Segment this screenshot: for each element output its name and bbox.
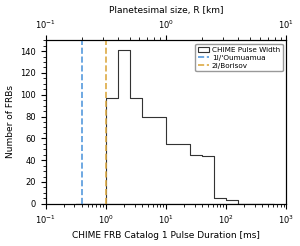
X-axis label: Planetesimal size, R [km]: Planetesimal size, R [km] bbox=[109, 6, 223, 15]
Y-axis label: Number of FRBs: Number of FRBs bbox=[6, 86, 15, 158]
X-axis label: CHIME FRB Catalog 1 Pulse Duration [ms]: CHIME FRB Catalog 1 Pulse Duration [ms] bbox=[72, 231, 260, 240]
Legend: CHIME Pulse Width, 1I/'Oumuamua, 2I/Borisov: CHIME Pulse Width, 1I/'Oumuamua, 2I/Bori… bbox=[195, 44, 283, 71]
